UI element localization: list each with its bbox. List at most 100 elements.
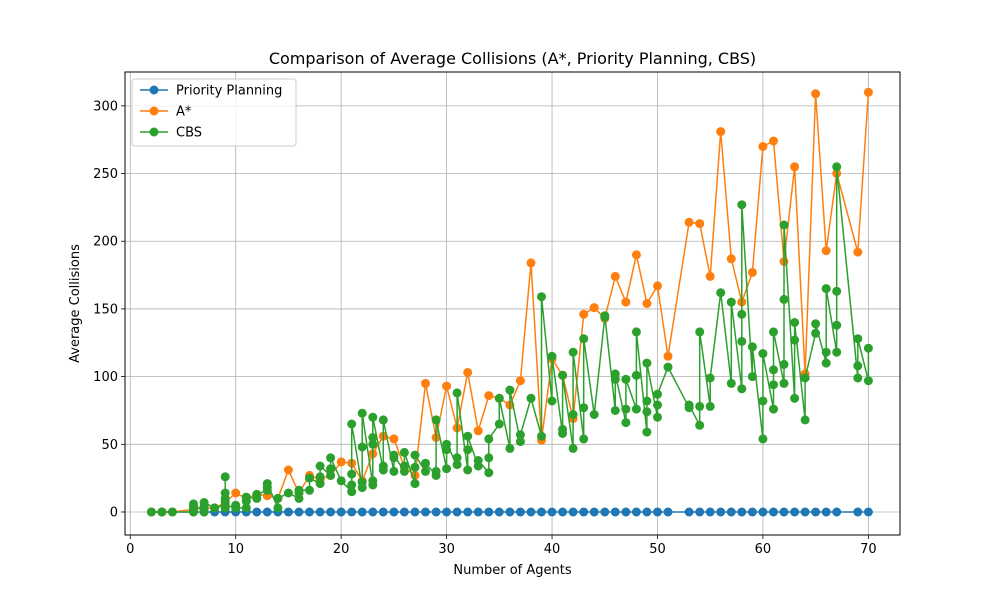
data-point-cbs (421, 466, 430, 476)
data-point-priority-planning (653, 507, 662, 517)
data-point-cbs (189, 499, 198, 509)
data-point-cbs (832, 347, 842, 357)
data-point-cbs (695, 420, 705, 430)
data-point-cbs (315, 479, 325, 489)
data-point-cbs (779, 359, 789, 369)
data-point-priority-planning (832, 507, 842, 517)
data-point-cbs (589, 410, 599, 419)
y-axis: 0 50 100 150 200 250 300 (93, 99, 125, 520)
data-point-cbs (452, 453, 462, 463)
data-point-cbs (758, 396, 768, 406)
data-point-cbs (832, 286, 842, 296)
data-point-cbs (357, 442, 367, 452)
data-point-a (526, 258, 536, 268)
data-point-cbs (473, 456, 483, 465)
data-point-cbs (769, 404, 778, 414)
data-point-cbs (737, 200, 747, 210)
data-point-a (463, 368, 473, 377)
data-point-cbs (642, 407, 652, 417)
data-point-cbs (705, 401, 715, 411)
data-point-cbs (600, 311, 610, 321)
data-point-cbs (747, 342, 757, 352)
data-point-priority-planning (716, 507, 726, 517)
data-point-cbs (347, 469, 357, 479)
data-point-cbs (494, 393, 504, 403)
x-axis: 0 10 20 30 40 50 60 70 (126, 535, 877, 557)
data-point-cbs (579, 334, 589, 344)
data-point-cbs (368, 439, 378, 449)
legend-label-priority-planning: Priority Planning (176, 84, 282, 99)
y-tick-label: 150 (93, 302, 118, 317)
data-point-cbs (642, 396, 652, 406)
data-point-cbs (347, 480, 357, 490)
data-point-cbs (347, 419, 357, 429)
data-point-priority-planning (262, 507, 272, 517)
data-point-cbs (399, 461, 409, 471)
data-point-a (610, 271, 620, 281)
data-point-cbs (558, 424, 568, 434)
data-point-cbs (790, 335, 800, 345)
data-point-priority-planning (537, 507, 546, 517)
series-priority-planning (146, 507, 873, 517)
data-point-cbs (326, 464, 336, 474)
data-point-a (589, 303, 599, 313)
data-point-priority-planning (610, 507, 620, 517)
y-tick-label: 250 (93, 167, 118, 182)
data-point-cbs (568, 410, 578, 419)
data-point-cbs (326, 453, 336, 463)
data-point-cbs (705, 373, 715, 383)
data-point-cbs (347, 487, 357, 497)
data-point-cbs (357, 477, 367, 487)
data-point-cbs (610, 406, 620, 415)
data-point-cbs (779, 378, 789, 388)
data-point-priority-planning (579, 507, 589, 517)
data-point-cbs (463, 431, 473, 441)
data-point-priority-planning (368, 507, 378, 517)
data-point-cbs (811, 328, 821, 338)
legend-marker-cbs (149, 127, 159, 137)
y-tick-label: 200 (93, 235, 118, 250)
data-point-priority-planning (790, 507, 800, 517)
data-point-cbs (758, 349, 768, 359)
x-tick-label: 50 (649, 542, 666, 557)
legend-marker-priority-planning (149, 85, 159, 95)
data-point-a (515, 376, 525, 386)
data-point-cbs (399, 447, 409, 457)
data-point-cbs (368, 476, 378, 486)
data-point-cbs (220, 472, 230, 482)
data-point-cbs (484, 434, 494, 444)
data-point-cbs (568, 443, 578, 453)
data-point-cbs (378, 461, 388, 471)
data-point-cbs (326, 470, 336, 480)
data-point-a (684, 217, 694, 227)
data-point-priority-planning (800, 507, 810, 517)
data-point-cbs (737, 309, 747, 319)
data-point-cbs (769, 380, 778, 390)
data-point-cbs (832, 320, 842, 330)
data-point-cbs (653, 412, 662, 422)
y-axis-label: Average Collisions (68, 244, 83, 363)
data-point-cbs (821, 347, 831, 357)
data-point-cbs (484, 453, 494, 463)
data-point-cbs (579, 434, 589, 444)
data-point-a (705, 271, 715, 281)
data-point-cbs (558, 370, 568, 380)
y-tick-label: 300 (93, 99, 118, 114)
data-point-cbs (790, 318, 800, 327)
data-point-cbs (642, 358, 652, 368)
legend-box (131, 78, 297, 147)
data-point-priority-planning (399, 507, 409, 517)
data-point-priority-planning (484, 507, 494, 517)
data-point-priority-planning (589, 507, 599, 517)
data-point-a (283, 465, 293, 475)
data-point-cbs (653, 389, 662, 399)
series-group (146, 87, 873, 517)
data-point-cbs (442, 439, 452, 449)
data-point-priority-planning (315, 507, 325, 517)
legend-marker-a (149, 106, 159, 116)
data-point-priority-planning (421, 507, 430, 517)
data-point-cbs (790, 393, 800, 403)
data-point-cbs (294, 485, 304, 495)
data-point-cbs (283, 488, 293, 498)
data-point-cbs (547, 396, 557, 406)
